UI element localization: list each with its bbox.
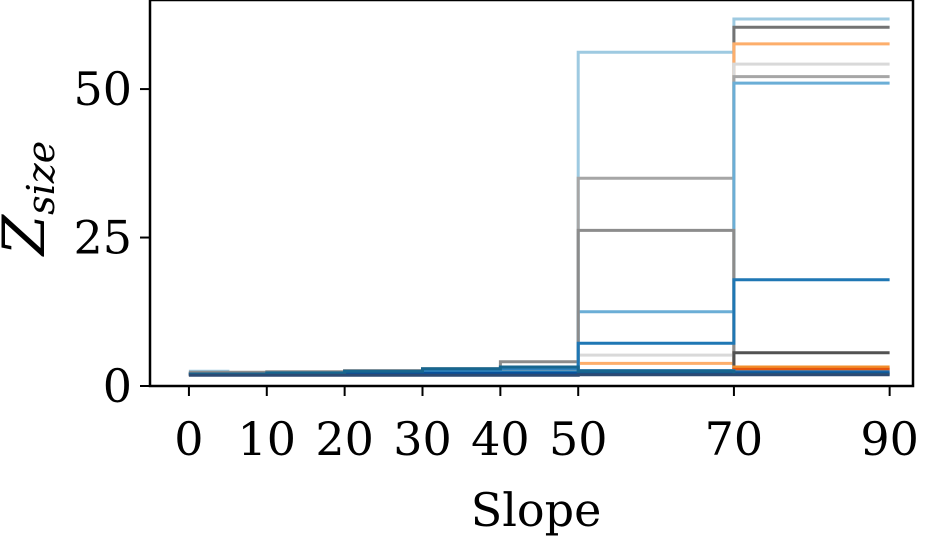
series-line-5: [188, 75, 890, 375]
x-tick-label: 70: [705, 412, 764, 466]
y-tick-label: 50: [73, 62, 132, 116]
y-axis-label-main: Z: [0, 213, 58, 257]
x-tick-label: 10: [238, 412, 297, 466]
y-tick-label: 0: [103, 359, 132, 413]
x-tick-label: 40: [471, 412, 530, 466]
y-tick-label: 25: [73, 211, 132, 265]
x-tick-label: 20: [315, 412, 374, 466]
y-axis-label-subscript: size: [19, 141, 63, 215]
series-line-7: [188, 228, 890, 374]
series-layer: [188, 17, 890, 377]
series-line-4: [188, 62, 890, 376]
series-line-8: [188, 278, 890, 376]
x-tick-label: 90: [860, 412, 919, 466]
series-line-3: [188, 42, 890, 376]
x-tick-label: 0: [174, 412, 203, 466]
plot-frame: [148, 0, 915, 388]
y-axis-label: Zsize: [0, 141, 63, 257]
tick-layer: 0 10 20 30 40 50 70 90 0 25 50: [73, 62, 918, 466]
x-tick-label: 30: [393, 412, 452, 466]
x-tick-label: 50: [549, 412, 608, 466]
x-axis-label: Slope: [471, 483, 602, 536]
series-line-15: [188, 373, 890, 377]
series-line-2: [188, 25, 890, 375]
series-line-1: [188, 17, 890, 375]
series-line-6: [188, 81, 890, 375]
